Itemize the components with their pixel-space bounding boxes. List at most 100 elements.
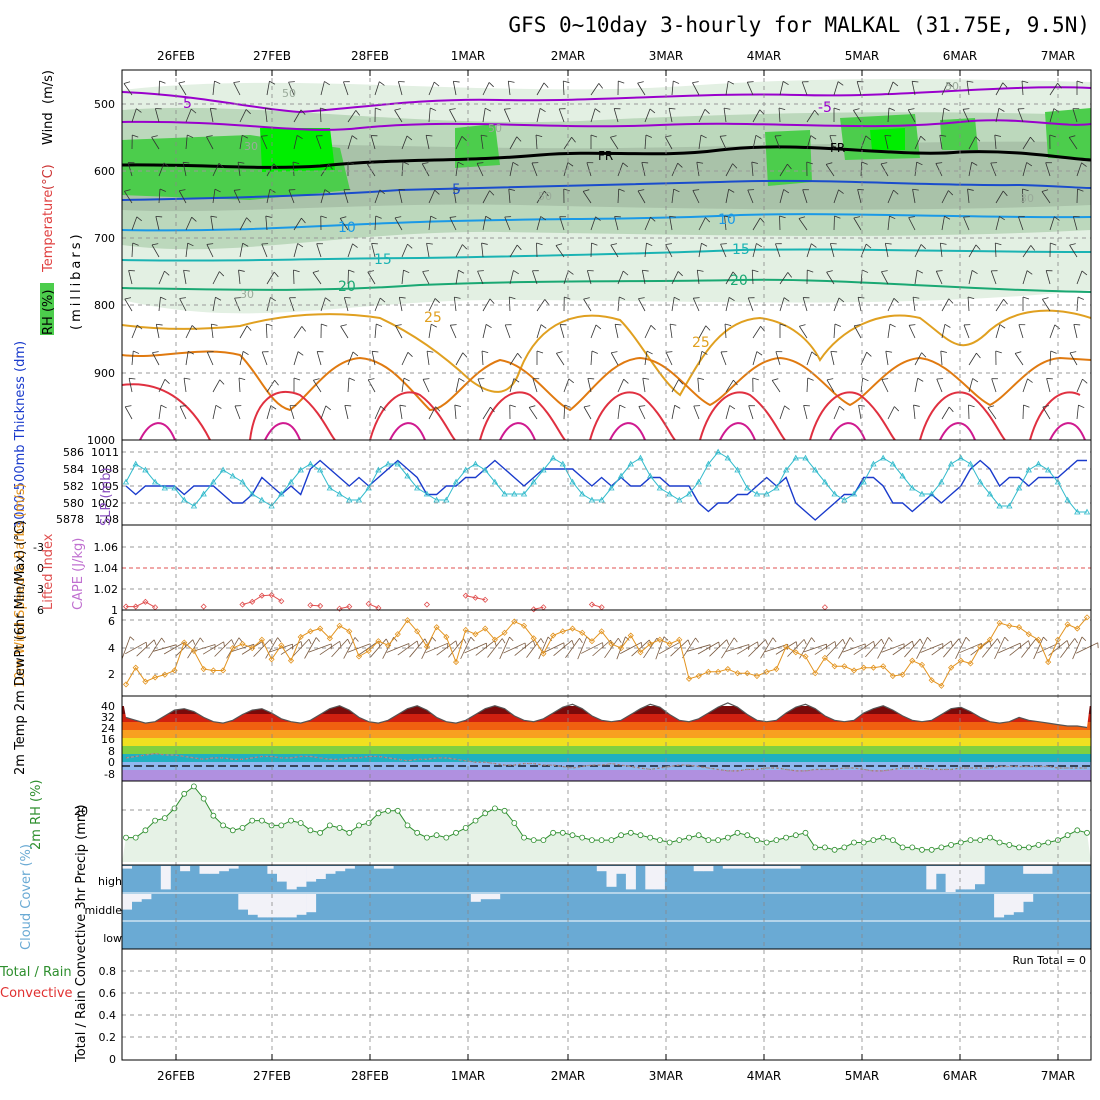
rh2m-point [317, 829, 324, 836]
wind-barb-staff [617, 405, 621, 420]
wind-barb-flag [966, 80, 974, 83]
wind-barb [131, 108, 142, 123]
wind-barb-flag [802, 81, 809, 83]
wind10m-point [278, 642, 285, 649]
y-tick-label: 900 [94, 367, 115, 380]
wind-barb-staff [426, 243, 430, 258]
wind10m-point [598, 628, 605, 635]
temp2m-line [125, 702, 1088, 729]
wind-barb-flag [136, 216, 142, 222]
wind-barb [968, 404, 975, 420]
wind-barb-flag [854, 324, 861, 327]
wind-barb-flag [273, 163, 279, 169]
wind-barb [968, 378, 979, 393]
slp-point [1025, 466, 1032, 473]
y-tick-label: 24 [101, 722, 115, 735]
wind-barb-flag [568, 378, 574, 384]
contour-label: 10 [718, 212, 736, 228]
wind10m-barb [214, 639, 235, 657]
axis-label-cloud: Cloud Cover (%) [19, 844, 34, 950]
wind-barb [638, 405, 646, 420]
wind-barb-staff [401, 352, 409, 366]
wind-barb-flag [477, 378, 485, 380]
slp-point [792, 454, 799, 461]
wind-barb [401, 269, 410, 285]
wind-barb [644, 134, 652, 150]
wind-barb-flag [880, 162, 888, 165]
wind10m-barb [187, 637, 204, 659]
wind-barb [1049, 350, 1057, 366]
wind-barb-flag [449, 216, 457, 218]
wind-barb [806, 110, 819, 123]
wind-barb-staff [990, 162, 997, 177]
wind-barb-staff [1045, 162, 1051, 177]
wind-barb [1076, 188, 1084, 204]
wind10m-barb-flag [486, 643, 488, 649]
rh2m-point [414, 829, 421, 836]
wind-barb-flag [559, 108, 566, 110]
wind-barb [234, 405, 242, 420]
wind-barb-flag [614, 216, 621, 218]
wind-barb [963, 324, 971, 339]
wind-barb-staff [995, 299, 1004, 312]
wind-barb-flag [355, 110, 361, 116]
wind-barb-staff [671, 405, 676, 420]
wind-barb-staff [1018, 216, 1024, 231]
date-label: 5MAR [845, 49, 880, 63]
wind-barb [968, 136, 981, 150]
wind-barb-staff [914, 352, 922, 366]
wind-barb [509, 161, 519, 177]
wind-barb [617, 404, 626, 420]
wind-barb [266, 380, 279, 393]
wind10m-point [617, 645, 625, 652]
wind10m-point [977, 643, 984, 650]
rh2m-point [356, 822, 362, 829]
wind-barb-staff [289, 405, 295, 420]
slp-point [773, 484, 780, 491]
slp-point [190, 502, 198, 509]
wind-barb-staff [509, 244, 518, 258]
wind-barb [449, 216, 457, 231]
wind10m-barb-staff [370, 638, 387, 658]
wind-barb [995, 324, 1006, 339]
wind-barb [720, 351, 728, 366]
wind-barb-staff [482, 190, 490, 204]
wind-barb-flag [720, 135, 727, 137]
slp-point [734, 466, 741, 473]
wind-barb-staff [212, 271, 220, 285]
wind10m-barb-flag [231, 639, 235, 645]
wind-barb [394, 108, 403, 123]
wind-barb-flag [430, 107, 437, 111]
wind-barb [939, 134, 947, 150]
wind-barb-flag [912, 80, 919, 83]
y-tick-label: 0.2 [99, 1031, 117, 1044]
cloud-bar [994, 894, 1005, 918]
wind10m-point [666, 640, 673, 647]
wind10m-point [249, 645, 256, 652]
wind10m-barb-flag [733, 637, 738, 643]
slp-point [850, 490, 858, 497]
wind-barb [747, 297, 755, 312]
wind10m-barb-staff [308, 643, 332, 653]
legend-convective: Convective [0, 986, 73, 1001]
wind-barb-flag [669, 107, 676, 110]
wind-barb [536, 350, 544, 365]
slp-point [404, 472, 411, 479]
wind-barb [1018, 324, 1026, 339]
wind-barb-staff [124, 406, 133, 420]
date-label: 3MAR [649, 1069, 684, 1083]
wind-barb-flag [191, 216, 197, 222]
slp-point [375, 466, 382, 473]
wind-barb-flag [947, 82, 953, 87]
wind10m-point [511, 618, 518, 625]
wind-barb-flag [480, 134, 488, 137]
run-total-annotation: Run Total = 0 [1013, 954, 1087, 967]
temp-band [122, 738, 1091, 746]
rh2m-point [812, 844, 819, 851]
wind-barb [668, 107, 676, 123]
wind-barb-staff [962, 109, 970, 123]
wind10m-point [520, 622, 528, 629]
slp-point [637, 454, 644, 461]
wind-barb-staff [1076, 378, 1083, 393]
wind-barb-staff [183, 270, 187, 285]
